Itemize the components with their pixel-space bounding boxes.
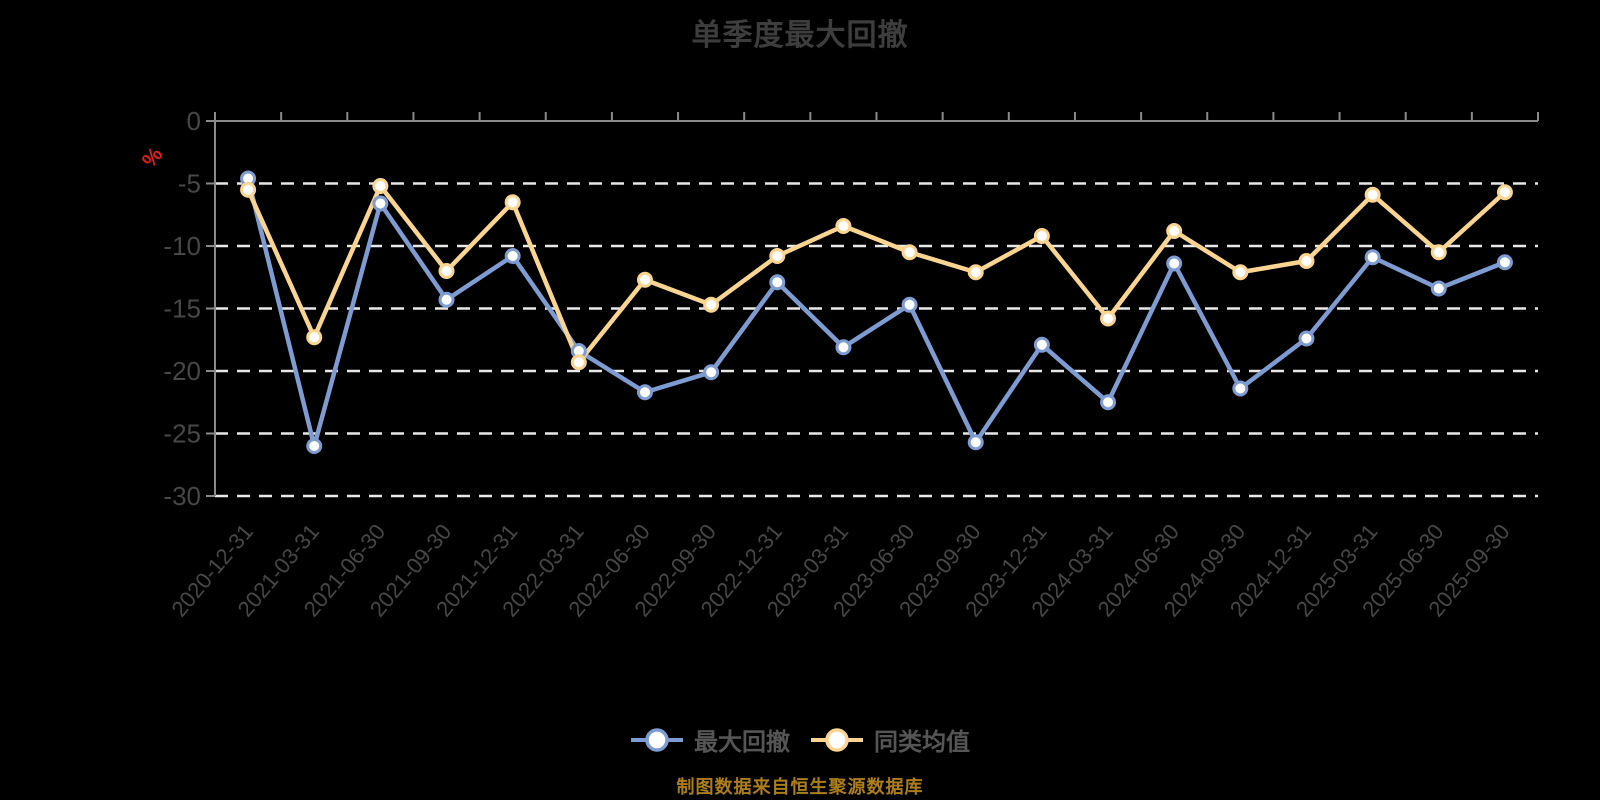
data-point-1-8[interactable] [769,248,786,264]
chart-title: 单季度最大回撤 [691,19,909,52]
data-point-0-6[interactable] [636,384,653,401]
legend-label-peer-average: 同类均值 [874,729,970,756]
y-axis-label: -15 [163,294,201,324]
series-line-0 [245,176,1508,449]
data-point-0-3[interactable] [438,291,455,308]
y-axis-label: -5 [178,169,201,199]
series-line-1 [245,183,1508,365]
legend-item-max-drawdown[interactable]: 最大回撤 [630,722,790,757]
data-point-1-14[interactable] [1166,223,1183,239]
data-point-1-1[interactable] [306,329,323,346]
data-point-1-4[interactable] [504,194,521,211]
line-marker-icon [811,727,863,752]
data-point-1-9[interactable] [835,218,852,234]
data-point-1-7[interactable] [703,296,720,313]
data-point-0-1[interactable] [306,438,323,454]
data-point-0-4[interactable] [504,248,521,264]
data-point-0-14[interactable] [1166,255,1183,272]
data-point-0-17[interactable] [1364,249,1381,266]
data-point-1-16[interactable] [1298,253,1315,269]
data-point-1-18[interactable] [1430,244,1447,261]
data-point-0-10[interactable] [901,296,918,313]
data-point-1-12[interactable] [1033,228,1050,244]
data-point-0-19[interactable] [1496,254,1513,271]
data-point-0-15[interactable] [1232,380,1249,397]
data-point-1-15[interactable] [1232,264,1249,281]
data-point-0-13[interactable] [1100,394,1117,411]
source-note: 制图数据来自恒生聚源数据库 [676,777,924,797]
data-point-1-3[interactable] [438,263,455,279]
legend-item-peer-average[interactable]: 同类均值 [810,722,970,757]
y-axis-label: 0 [187,106,201,136]
legend-label-max-drawdown: 最大回撤 [694,729,790,756]
data-point-1-6[interactable] [636,271,653,288]
data-point-1-10[interactable] [901,244,918,261]
data-point-1-0[interactable] [240,181,257,198]
data-point-0-2[interactable] [372,195,389,212]
legend: 最大回撤 同类均值 [0,722,1600,757]
data-point-1-2[interactable] [372,178,389,194]
data-point-0-7[interactable] [703,364,720,381]
data-point-1-11[interactable] [967,264,984,281]
y-axis-label: -20 [163,356,201,386]
y-axis-label: -30 [163,481,201,511]
y-axis-label: -25 [163,419,201,449]
data-point-0-9[interactable] [835,339,852,356]
data-point-1-13[interactable] [1100,310,1117,327]
data-point-1-19[interactable] [1496,184,1513,201]
data-point-0-12[interactable] [1033,336,1050,353]
y-axis-unit-label: % [138,143,168,172]
data-point-0-16[interactable] [1298,330,1315,347]
line-marker-icon [631,727,683,752]
data-point-0-8[interactable] [769,274,786,291]
data-point-1-17[interactable] [1364,186,1381,203]
data-point-0-11[interactable] [967,434,984,451]
data-point-0-18[interactable] [1430,280,1447,297]
data-point-1-5[interactable] [570,354,587,371]
y-axis-label: -10 [163,231,201,261]
